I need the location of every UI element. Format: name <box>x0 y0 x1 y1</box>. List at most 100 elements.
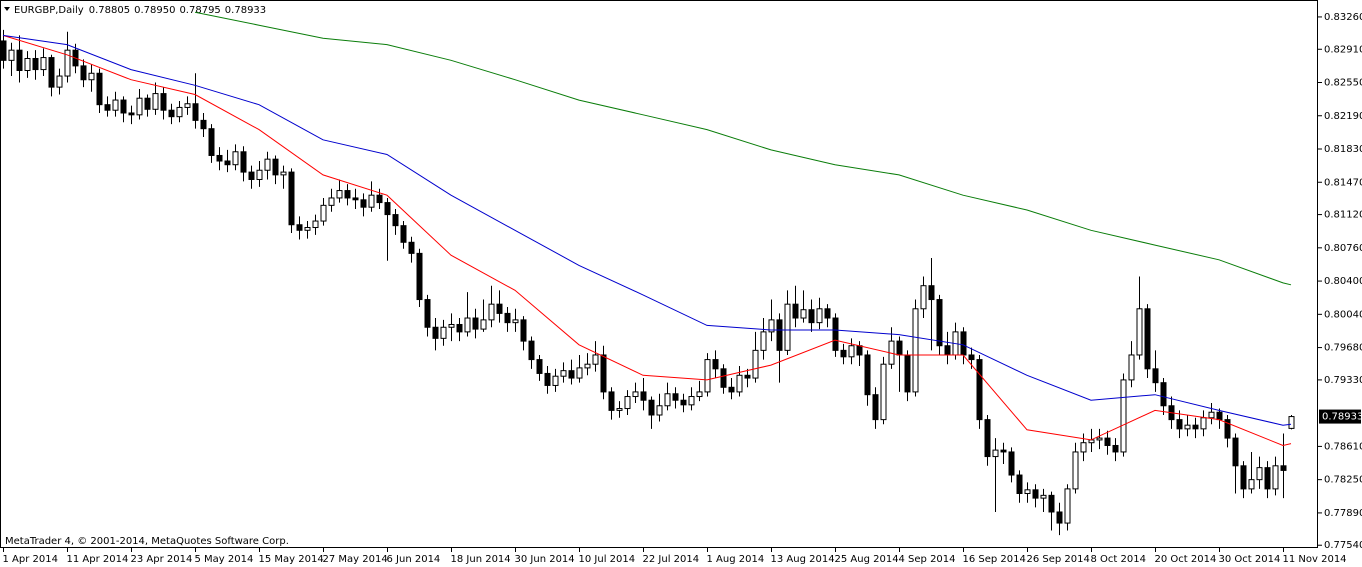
candle-body <box>264 158 271 171</box>
candle-body <box>392 214 399 227</box>
copyright: MetaTrader 4, © 2001-2014, MetaQuotes So… <box>5 536 289 547</box>
header-low: 0.78795 <box>179 5 220 16</box>
candle-body <box>528 340 535 361</box>
y-tick-label: 0.81120 <box>1324 210 1362 221</box>
candle-body <box>24 57 31 71</box>
candle-body <box>64 49 71 77</box>
candle-body <box>112 99 119 111</box>
candle-body <box>280 171 287 176</box>
candle-body <box>992 449 999 458</box>
candle-body <box>336 190 343 199</box>
moving-average <box>2 34 1292 426</box>
candle-body <box>88 72 95 81</box>
candle-body <box>768 319 775 333</box>
candle-body <box>680 399 687 406</box>
x-tick-label: 13 Aug 2014 <box>771 554 835 565</box>
candle-body <box>808 309 815 324</box>
candle-body <box>736 374 743 393</box>
candle-body <box>408 241 415 254</box>
plot-frame <box>0 0 1318 548</box>
candle-body <box>1064 488 1071 524</box>
y-tick-label: 0.80760 <box>1324 243 1362 254</box>
x-tick-label: 6 Jun 2014 <box>387 554 441 565</box>
candle-body <box>1112 444 1119 453</box>
candle-body <box>904 354 911 393</box>
candle-body <box>8 49 15 61</box>
candle-body <box>432 326 439 339</box>
candle-body <box>496 303 503 314</box>
candle-body <box>192 103 199 121</box>
moving-average <box>194 11 1292 286</box>
x-tick-label: 11 Apr 2014 <box>67 554 129 565</box>
candle-body <box>360 199 367 208</box>
candle-body <box>728 386 735 393</box>
candle-body <box>872 394 879 421</box>
candle-body <box>576 367 583 379</box>
candle-body <box>80 65 87 81</box>
y-tick-label: 0.79680 <box>1324 343 1362 354</box>
candle-body <box>824 308 831 319</box>
x-tick-label: 27 May 2014 <box>323 554 388 565</box>
candle-body <box>344 190 351 199</box>
candle-body <box>1272 465 1279 490</box>
candle-body <box>232 151 239 166</box>
last-price-box <box>1319 409 1361 424</box>
candle-body <box>784 303 791 351</box>
moving-average <box>2 34 1292 447</box>
candle-body <box>1104 437 1111 446</box>
candle-body <box>448 323 455 328</box>
candle-body <box>912 308 919 393</box>
candle-body <box>584 363 591 369</box>
y-tick-label: 0.78250 <box>1324 475 1362 486</box>
candle-body <box>752 349 759 379</box>
candle-body <box>1152 368 1159 384</box>
candle-body <box>152 93 159 110</box>
candle-body <box>208 128 215 156</box>
candle-body <box>1280 465 1287 471</box>
candle-body <box>856 345 863 356</box>
candle-body <box>640 391 647 401</box>
candle-body <box>1224 419 1231 439</box>
candle-body <box>1160 382 1167 407</box>
candle-body <box>304 227 311 231</box>
candle-body <box>704 359 711 393</box>
y-tick-label: 0.77890 <box>1324 508 1362 519</box>
candle-body <box>120 99 127 114</box>
candle-body <box>896 340 903 356</box>
header-open: 0.78805 <box>89 5 130 16</box>
candle-body <box>1096 437 1103 441</box>
candle-body <box>136 97 143 116</box>
candle-body <box>1192 424 1199 430</box>
candle-body <box>32 57 39 71</box>
candle-body <box>224 160 231 166</box>
candle-body <box>168 109 175 118</box>
candle-body <box>328 197 335 206</box>
candle-body <box>1032 489 1039 499</box>
candle-body <box>1000 449 1007 453</box>
y-tick-label: 0.83260 <box>1324 12 1362 23</box>
candle-body <box>1264 467 1271 490</box>
candle-body <box>400 225 407 243</box>
candle-body <box>96 72 103 106</box>
candle-body <box>424 299 431 328</box>
candle-body <box>480 319 487 330</box>
candle-body <box>240 151 247 173</box>
candle-body <box>568 370 575 379</box>
x-tick-label: 30 Oct 2014 <box>1219 554 1281 565</box>
candle-body <box>960 331 967 356</box>
candle-body <box>368 194 375 208</box>
candle-body <box>712 359 719 370</box>
candle-body <box>520 319 527 342</box>
x-tick-label: 5 May 2014 <box>195 554 254 565</box>
candle-body <box>984 419 991 458</box>
y-tick-label: 0.82190 <box>1324 111 1362 122</box>
candle-body <box>16 49 23 71</box>
candle-body <box>416 252 423 301</box>
y-tick-label: 0.81470 <box>1324 177 1362 188</box>
candle-body <box>1016 474 1023 495</box>
candle-body <box>760 331 767 351</box>
x-tick-label: 25 Aug 2014 <box>835 554 899 565</box>
candle-body <box>800 309 807 319</box>
candle-body <box>944 345 951 356</box>
candle-body <box>248 171 255 180</box>
